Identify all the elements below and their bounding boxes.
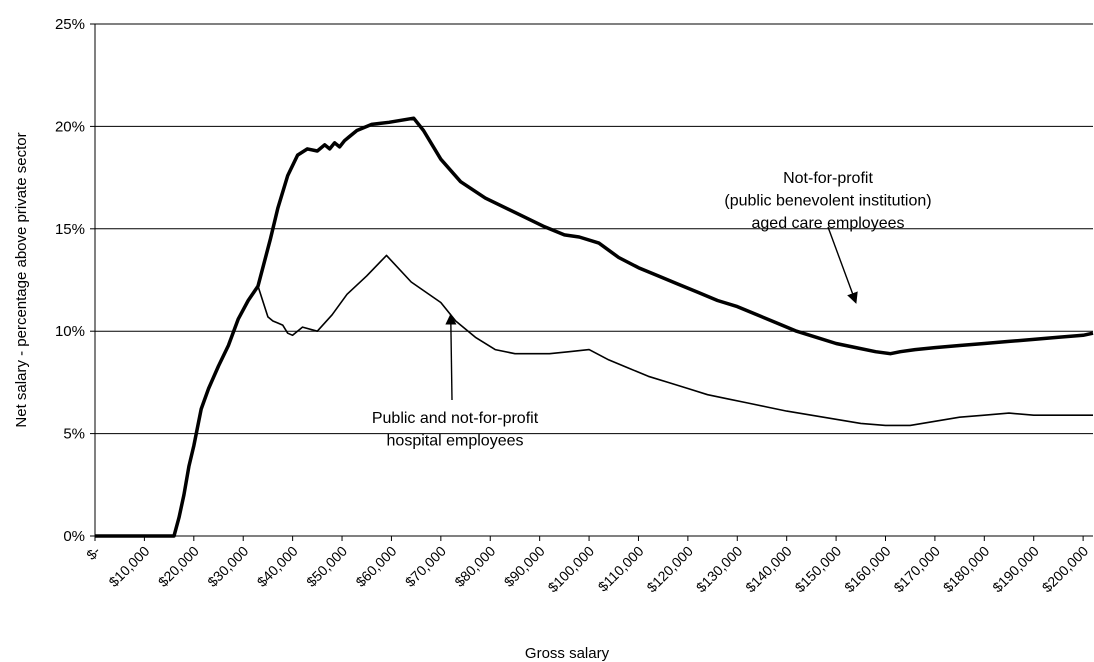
annotation-text: Public and not-for-profit [372,410,539,427]
y-tick-label: 15% [55,221,85,238]
x-tick-label: $120,000 [643,543,696,596]
x-tick-label: $60,000 [352,543,399,590]
x-tick-label: $180,000 [940,543,993,596]
y-tick-label: 20% [55,118,85,135]
annotation-text: Not-for-profit [783,170,873,187]
x-tick-labels: $- $10,000 $20,000 $30,000 $40,000 $50,000 $60… [83,536,1091,595]
x-tick-label: $130,000 [693,543,746,596]
x-tick-label: $10,000 [105,543,152,590]
x-tick-label: $190,000 [989,543,1042,596]
y-axis-title: Net salary - percentage above private se… [13,132,30,427]
annotation-text: (public benevolent institution) [724,193,931,210]
series-lines [95,116,1094,538]
annotations: Not-for-profit (public benevolent institu… [372,170,932,450]
x-axis-title: Gross salary [525,645,610,662]
annotation-text: aged care employees [752,215,905,232]
x-tick-label: $140,000 [742,543,795,596]
x-tick-label: $170,000 [890,543,943,596]
x-tick-label: $100,000 [545,543,598,596]
y-tick-label: 10% [55,323,85,340]
x-tick-label: $30,000 [204,543,251,590]
annotation-text: hospital employees [387,433,524,450]
x-tick-label: $80,000 [451,543,498,590]
annotation-arrow [827,226,858,304]
x-tick-label: $160,000 [841,543,894,596]
x-tick-label: $90,000 [501,543,548,590]
y-tick-label: 0% [63,528,85,545]
gridlines [90,23,1093,537]
y-tick-labels: 0% 5% 10% 15% 20% 25% [55,16,85,545]
x-tick-label: $- [83,543,103,563]
x-tick-label: $50,000 [303,543,350,590]
x-tick-label: $70,000 [402,543,449,590]
annotation-arrow [445,313,457,401]
x-tick-label: $40,000 [254,543,301,590]
y-tick-label: 25% [55,16,85,33]
x-tick-label: $200,000 [1039,543,1092,596]
x-tick-label: $20,000 [155,543,202,590]
x-tick-label: $110,000 [595,543,647,595]
y-tick-label: 5% [63,426,85,443]
series-line-1 [237,254,1093,427]
series-line-0 [95,116,1094,538]
x-tick-label: $150,000 [792,543,845,596]
